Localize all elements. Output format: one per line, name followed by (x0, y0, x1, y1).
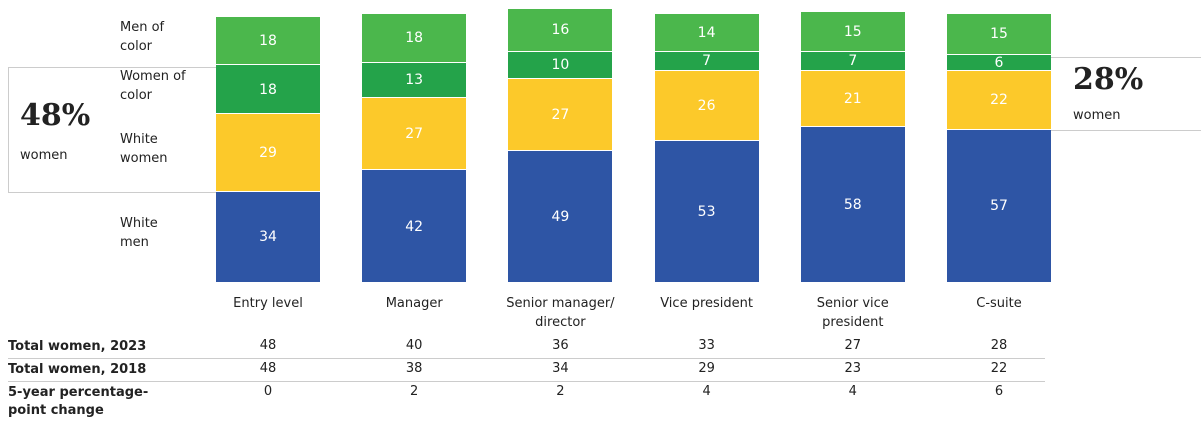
bar-segment (508, 8, 613, 51)
value-label: 7 (702, 53, 712, 70)
bar-segment (508, 51, 613, 78)
bar-segment (508, 151, 613, 282)
x-tick-label: Senior vice president (816, 296, 889, 330)
bar-segment (947, 14, 1051, 54)
value-label: 6 (994, 54, 1004, 71)
bar-segment (800, 11, 905, 51)
right-rule-top (1030, 57, 1201, 58)
value-label: 22 (990, 92, 1008, 109)
table-cell: 2 (556, 384, 565, 399)
value-label: 15 (990, 26, 1008, 43)
value-label: 16 (551, 22, 570, 39)
left-annotation-value: 48% (20, 98, 91, 133)
bar-segment (216, 16, 320, 65)
right-rule-bottom (1050, 130, 1201, 131)
bar-segment (947, 70, 1051, 129)
bar-segment (216, 113, 320, 191)
right-annotation-text: women (1073, 108, 1121, 123)
value-label: 15 (843, 23, 862, 40)
x-tick-label: Senior manager/ director (506, 296, 615, 330)
table-cell: 6 (994, 384, 1004, 399)
table-cell: 23 (844, 361, 862, 376)
legend-label: White women (120, 131, 168, 166)
bar-segment (800, 127, 905, 282)
bar-segment (654, 51, 759, 70)
x-tick-label: Manager (385, 296, 443, 311)
bar-segment (654, 14, 759, 51)
table-cell: 28 (990, 338, 1008, 353)
bar-segment (362, 14, 467, 62)
left-box (8, 67, 216, 193)
table-cell: 4 (848, 384, 857, 399)
value-label: 18 (405, 30, 424, 47)
value-label: 29 (259, 144, 277, 161)
table-cell: 4 (702, 384, 711, 399)
table-cell: 2 (410, 384, 419, 399)
value-label: 27 (551, 107, 570, 124)
value-label: 14 (697, 25, 716, 42)
bar-segment (654, 70, 759, 140)
table-cell: 0 (263, 384, 273, 399)
value-label: 10 (551, 57, 570, 74)
x-tick-label: Entry level (233, 296, 303, 311)
value-label: 26 (697, 97, 716, 114)
value-label: 18 (259, 33, 277, 50)
value-label: 34 (259, 229, 277, 246)
table-cell: 22 (990, 361, 1008, 376)
bar-segment (362, 170, 467, 282)
x-tick-label: Vice president (660, 296, 753, 311)
bar-segment (800, 70, 905, 127)
table-cell: 33 (698, 338, 715, 353)
value-label: 49 (551, 209, 570, 226)
table-cell: 27 (844, 338, 862, 353)
right-annotation-value: 28% (1073, 62, 1144, 97)
value-label: 27 (405, 125, 424, 142)
row-label: Total women, 2023 (8, 339, 147, 354)
bar-segment (216, 65, 320, 113)
bar-segment (508, 78, 613, 151)
bar-segment (216, 191, 320, 282)
legend-label: White men (120, 216, 158, 251)
value-label: 53 (697, 203, 716, 220)
table-cell: 48 (259, 338, 277, 353)
value-label: 42 (405, 218, 424, 235)
bar-segment (800, 51, 905, 70)
table-cell: 40 (405, 338, 423, 353)
legend-label: Women of color (120, 68, 186, 103)
row-rule (8, 358, 1045, 359)
bar-segment (947, 129, 1051, 282)
value-label: 18 (259, 81, 277, 98)
value-label: 58 (843, 197, 862, 214)
table-cell: 48 (259, 361, 277, 376)
table-cell: 29 (698, 361, 715, 376)
bar-segment (362, 62, 467, 97)
value-label: 21 (843, 90, 862, 107)
legend-label: Men of color (120, 20, 165, 55)
value-label: 7 (848, 53, 858, 70)
table-cell: 34 (552, 361, 569, 376)
value-label: 13 (405, 72, 424, 89)
bar-segment (654, 140, 759, 282)
row-label: 5-year percentage-point change (8, 385, 149, 418)
table-cell: 38 (405, 361, 423, 376)
row-label: Total women, 2018 (8, 362, 147, 377)
row-rule (8, 381, 1045, 382)
value-label: 57 (990, 198, 1008, 215)
left-annotation-text: women (20, 148, 68, 163)
x-tick-label: C-suite (976, 296, 1022, 311)
bar-segment (362, 97, 467, 170)
table-cell: 36 (552, 338, 569, 353)
bar-segment (947, 54, 1051, 70)
